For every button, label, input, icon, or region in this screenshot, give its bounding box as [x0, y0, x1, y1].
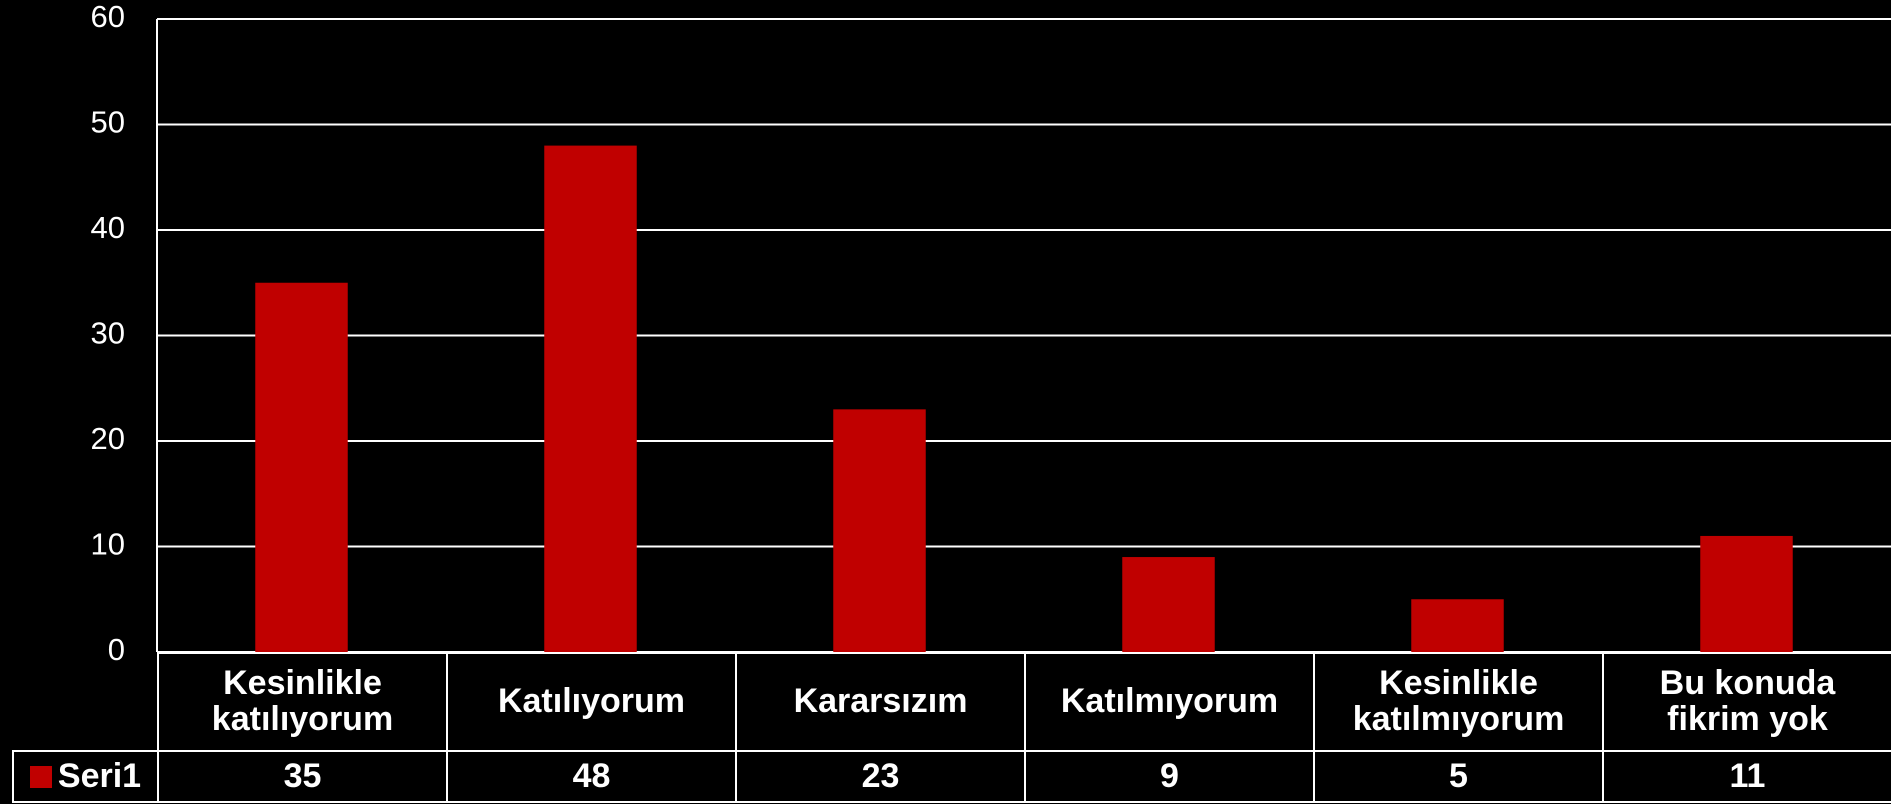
- value-cell: 35: [157, 750, 448, 803]
- bar: [1122, 557, 1215, 652]
- y-tick-label: 10: [91, 527, 125, 562]
- bar: [1411, 599, 1504, 652]
- value-cell: 9: [1024, 750, 1315, 803]
- y-tick-label: 60: [91, 0, 125, 34]
- bar: [1700, 535, 1793, 652]
- legend-swatch: [29, 765, 52, 788]
- y-tick-label: 40: [91, 210, 125, 245]
- y-tick-label: 0: [108, 632, 125, 667]
- y-tick-label: 50: [91, 105, 125, 140]
- bar: [544, 145, 637, 652]
- value-cell: 23: [735, 750, 1026, 803]
- category-cell: Kararsızım: [735, 652, 1026, 752]
- value-cell: 11: [1602, 750, 1891, 803]
- category-cell: Kesinlikle katılmıyorum: [1313, 652, 1604, 752]
- y-tick-label: 20: [91, 421, 125, 456]
- value-cell: 48: [446, 750, 737, 803]
- legend-label: Seri1: [57, 756, 142, 795]
- category-cell: Katılıyorum: [446, 652, 737, 752]
- bar: [255, 282, 348, 652]
- legend-cell: Seri1: [12, 750, 159, 803]
- bar: [833, 409, 926, 652]
- category-cell: Bu konuda fikrim yok: [1602, 652, 1891, 752]
- value-cell: 5: [1313, 750, 1604, 803]
- y-tick-label: 30: [91, 316, 125, 351]
- category-cell: Kesinlikle katılıyorum: [157, 652, 448, 752]
- category-cell: Katılmıyorum: [1024, 652, 1315, 752]
